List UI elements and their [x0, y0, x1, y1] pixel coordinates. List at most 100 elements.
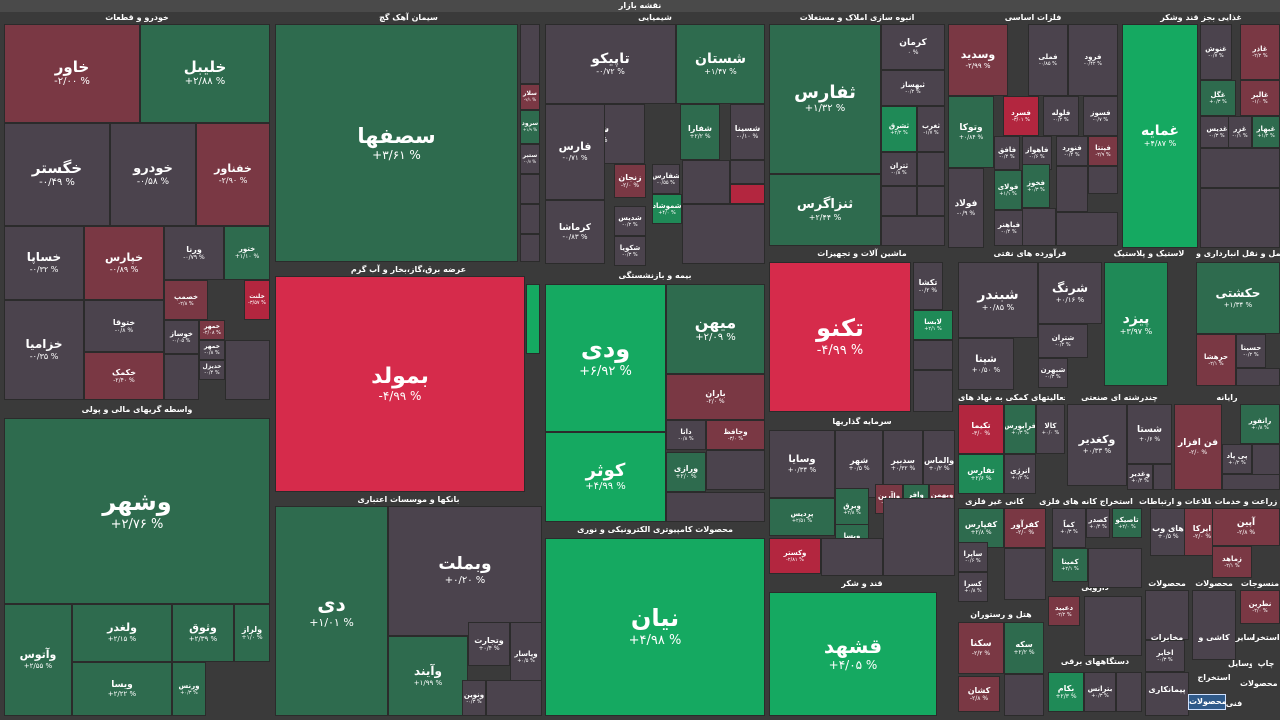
stock-tile[interactable]: خلیبل +۲/۸۸ % [140, 24, 270, 123]
stock-tile[interactable]: فن افزار -۲/۰ % [1174, 404, 1222, 490]
stock-tile-small[interactable] [1192, 590, 1236, 660]
stock-tile[interactable]: کمینا +۲/۱ % [1052, 548, 1088, 582]
stock-tile[interactable]: خساپا -۰/۳۲ % [4, 226, 84, 300]
stock-tile-small[interactable] [730, 184, 765, 204]
stock-tile-small[interactable] [520, 24, 540, 84]
stock-tile[interactable]: تاصیکو +۲/۰ % [1112, 508, 1142, 538]
stock-tile[interactable]: ورنس +۰/۳ % [172, 662, 206, 716]
stock-tile[interactable]: فرود -۰/۴۲ % [1068, 24, 1118, 96]
stock-tile[interactable]: سلار -۲/۱ % [520, 84, 540, 110]
stock-tile[interactable]: شکویا -۰/۳ % [614, 236, 646, 266]
stock-tile[interactable]: شپنا +۰/۵۰ % [958, 338, 1014, 390]
stock-tile-small[interactable] [1088, 166, 1118, 194]
stock-tile[interactable]: تاپیکو -۰/۷۲ % [545, 24, 676, 104]
stock-tile[interactable]: شفارس -۰/۵۵ % [652, 164, 680, 194]
stock-tile-small[interactable] [881, 216, 945, 246]
stock-tile-small[interactable] [1004, 548, 1046, 600]
stock-tile[interactable]: ختور +۱/۱۰ % [224, 226, 270, 280]
stock-tile[interactable]: وغدیر +۰/۴ % [1127, 464, 1153, 490]
stock-tile-small[interactable] [883, 498, 955, 576]
stock-tile[interactable]: شسینا -۰/۱۰ % [730, 104, 765, 160]
stock-tile[interactable]: ودی +۶/۹۲ % [545, 284, 666, 432]
stock-tile[interactable]: ساپرا -۰/۶ % [958, 542, 988, 572]
stock-tile[interactable]: ثنزاگرس +۲/۴۴ % [769, 174, 881, 246]
stock-tile[interactable]: شبندر +۰/۸۵ % [958, 262, 1038, 338]
stock-tile-small[interactable] [1084, 596, 1142, 656]
stock-tile[interactable]: انرژی +۰/۲ % [1004, 454, 1036, 494]
stock-tile[interactable]: بمولد -۴/۹۹ % [275, 276, 525, 492]
stock-tile[interactable]: وشهر +۲/۷۶ % [4, 418, 270, 604]
stock-tile-small[interactable] [1022, 208, 1056, 246]
stock-tile[interactable]: غنوش -۰/۷ % [1200, 24, 1232, 80]
stock-tile[interactable]: ویسا +۲/۲۲ % [72, 662, 172, 716]
stock-tile[interactable]: رانفور +۰/۸ % [1240, 404, 1280, 444]
stock-tile-small[interactable] [486, 680, 542, 716]
stock-tile[interactable]: لابسا +۲/۱ % [913, 310, 953, 340]
stock-tile[interactable]: خگستر -۰/۴۹ % [4, 123, 110, 226]
stock-tile[interactable]: اخابر -۰/۳ % [1145, 640, 1185, 672]
stock-tile-small[interactable] [1145, 590, 1189, 640]
stock-tile[interactable]: خودرو -۰/۵۸ % [110, 123, 196, 226]
stock-tile[interactable]: زماهد -۲/۱ % [1212, 546, 1252, 578]
stock-tile[interactable]: شرنگ +۰/۱۶ % [1038, 262, 1102, 324]
stock-tile-small[interactable] [913, 370, 953, 412]
stock-tile[interactable]: کرماشا -۰/۸۳ % [545, 200, 605, 264]
stock-tile[interactable]: شفارا +۲/۲ % [680, 104, 720, 160]
stock-tile[interactable]: باران -۲/۰ % [666, 374, 765, 420]
stock-tile[interactable]: ستبر -۰/۷ % [520, 144, 540, 174]
stock-tile[interactable]: ولراز +۱/۰ % [234, 604, 270, 662]
stock-tile[interactable]: خاور -۲/۰۰ % [4, 24, 140, 123]
stock-tile[interactable]: خصمپ -۲/۸ % [164, 280, 208, 320]
stock-tile[interactable]: شتران -۰/۲ % [1038, 324, 1088, 358]
stock-tile[interactable]: غالبر -۱/۰ % [1240, 80, 1280, 116]
stock-tile[interactable]: میهن +۲/۰۹ % [666, 284, 765, 374]
stock-tile[interactable]: ولغدر +۲/۱۵ % [72, 604, 172, 662]
stock-tile[interactable]: پی پاد +۰/۲ % [1222, 444, 1252, 474]
stock-tile-small[interactable] [682, 160, 730, 204]
stock-tile-small[interactable] [225, 340, 270, 400]
stock-tile[interactable]: وسایا +۰/۳۴ % [769, 430, 835, 498]
stock-tile[interactable]: شبهرن -۰/۳ % [1038, 358, 1068, 388]
stock-tile[interactable]: تکشا -۰/۲ % [913, 262, 943, 310]
stock-tile[interactable]: وکغدیر +۰/۳۳ % [1067, 404, 1127, 486]
stock-tile[interactable]: کسرا +۰/۸ % [958, 572, 988, 602]
stock-tile[interactable]: خفناور -۲/۹۰ % [196, 123, 270, 226]
stock-tile[interactable]: ثشرق +۲/۲ % [881, 106, 917, 152]
stock-tile-small[interactable] [730, 160, 765, 184]
stock-tile[interactable]: وبرق +۲/۸ % [835, 488, 869, 530]
stock-tile[interactable]: تکیما -۳/۰ % [958, 404, 1004, 454]
stock-tile[interactable]: وآیند +۱/۹۹ % [388, 636, 468, 716]
stock-tile[interactable]: خپارس -۰/۸۹ % [84, 226, 164, 300]
stock-tile[interactable]: تفارس +۲/۶ % [958, 454, 1004, 494]
stock-tile[interactable]: خلنت -۳/۵۷ % [244, 280, 270, 320]
stock-tile[interactable]: نیان +۴/۹۸ % [545, 538, 765, 716]
stock-tile[interactable]: حکشتی +۱/۳۴ % [1196, 262, 1280, 334]
stock-tile-small[interactable] [706, 450, 765, 490]
stock-tile[interactable]: بکام +۲/۳ % [1048, 672, 1084, 712]
stock-tile[interactable]: غاذر -۲/۲ % [1240, 24, 1280, 80]
stock-tile[interactable]: فلوله -۰/۲ % [1043, 96, 1079, 136]
stock-tile-small[interactable] [1088, 548, 1142, 588]
stock-tile-small[interactable] [913, 340, 953, 370]
stock-tile-small[interactable] [1153, 464, 1172, 490]
stock-tile[interactable]: کرمان ۰ % [881, 24, 945, 70]
stock-tile-small[interactable] [1200, 148, 1280, 188]
stock-tile-small[interactable] [1200, 188, 1280, 248]
stock-tile[interactable]: خکمک -۲/۴۰ % [84, 352, 164, 400]
stock-tile[interactable]: کوثر +۴/۹۹ % [545, 432, 666, 522]
stock-tile[interactable]: ورازی +۲/۰ % [666, 452, 706, 492]
stock-tile[interactable]: کفپارس +۲/۸ % [958, 508, 1004, 548]
stock-tile[interactable]: ورنا -۰/۷۹ % [164, 226, 224, 280]
stock-tile[interactable]: وسدید -۲/۹۹ % [948, 24, 1008, 96]
stock-tile-small[interactable] [821, 538, 883, 576]
stock-tile[interactable]: غبهار +۱/۲ % [1252, 116, 1280, 148]
stock-tile[interactable]: شموشاد +۴/۰ % [652, 194, 682, 224]
stock-tile[interactable]: خمهر -۲/۰۸ % [199, 320, 225, 340]
stock-tile-small[interactable] [666, 492, 765, 522]
stock-tile[interactable]: ثغرب -۱/۷ % [917, 106, 945, 152]
stock-tile[interactable]: کصدر +۰/۴ % [1086, 508, 1110, 538]
stock-tile[interactable]: سرود +۱/۹ % [520, 110, 540, 144]
stock-tile[interactable]: وثوق +۲/۳۹ % [172, 604, 234, 662]
stock-tile-small[interactable] [1116, 672, 1142, 712]
stock-tile-small[interactable] [1056, 166, 1088, 212]
